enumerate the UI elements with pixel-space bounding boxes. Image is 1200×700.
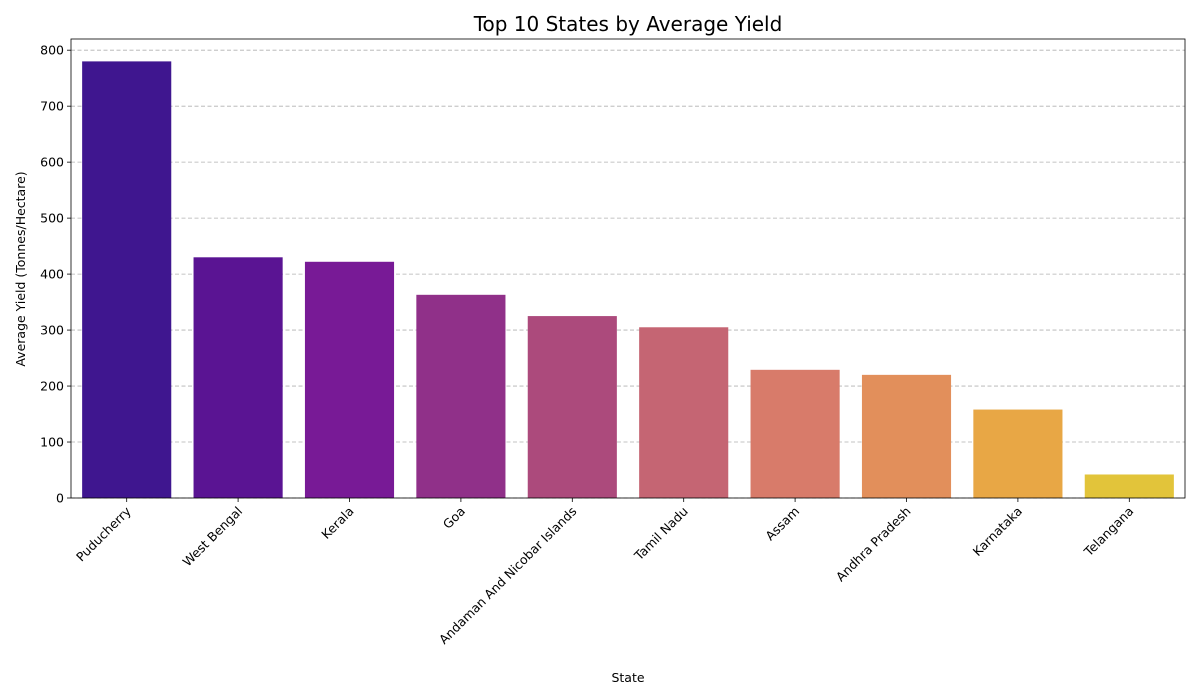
bar <box>304 261 395 498</box>
y-tick-label: 200 <box>40 379 64 394</box>
y-tick-label: 0 <box>56 491 64 506</box>
x-tick-label: Andhra Pradesh <box>833 504 914 585</box>
x-tick-label: Tamil Nadu <box>631 504 691 564</box>
x-tick-label: Andaman And Nicobar Islands <box>436 504 579 647</box>
y-tick-label: 800 <box>40 43 64 58</box>
x-tick-label: West Bengal <box>179 504 245 570</box>
y-tick-label: 400 <box>40 267 64 282</box>
x-tick-label: Puducherry <box>73 503 134 564</box>
x-tick-label: Kerala <box>318 504 356 542</box>
y-axis-label: Average Yield (Tonnes/Hectare) <box>13 171 28 366</box>
bar <box>750 369 840 498</box>
bar <box>639 327 729 498</box>
x-axis-label: State <box>611 670 644 685</box>
y-tick-label: 700 <box>40 99 64 114</box>
y-tick-label: 600 <box>40 155 64 170</box>
bar <box>193 257 283 498</box>
bar <box>973 409 1063 498</box>
x-tick-label: Karnataka <box>970 504 1025 559</box>
x-tick-label: Telangana <box>1080 504 1136 560</box>
bar <box>861 374 952 498</box>
y-tick-label: 300 <box>40 323 64 338</box>
bars <box>82 61 1174 498</box>
y-tick-label: 500 <box>40 211 64 226</box>
bar <box>527 316 617 498</box>
bar <box>416 294 506 498</box>
plot-frame <box>70 38 1186 499</box>
y-tick-label: 100 <box>40 435 64 450</box>
bar <box>1084 474 1174 498</box>
x-tick-label: Assam <box>762 504 802 544</box>
chart-title: Top 10 States by Average Yield <box>473 12 783 36</box>
x-tick-label: Goa <box>440 504 468 532</box>
bar <box>82 61 172 498</box>
